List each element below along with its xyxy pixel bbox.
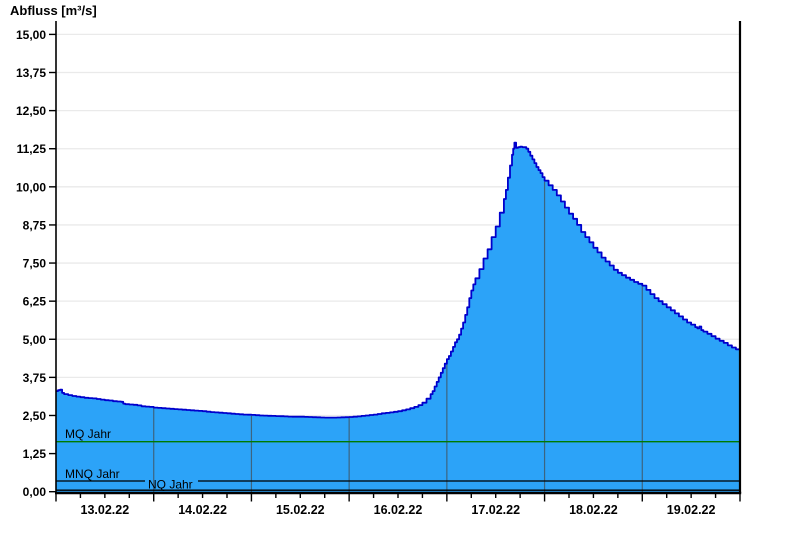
nq-reference-label: NQ Jahr [148, 478, 193, 492]
y-tick-label: 1,25 [23, 447, 47, 461]
x-day-label: 13.02.22 [81, 503, 130, 517]
y-tick-label: 12,50 [16, 104, 46, 118]
y-tick-label: 7,50 [23, 257, 47, 271]
x-day-label: 14.02.22 [178, 503, 227, 517]
chart-title: Abfluss [m³/s] [10, 3, 97, 18]
mq-reference-label: MQ Jahr [65, 427, 111, 441]
y-tick-label: 0,00 [23, 485, 47, 499]
x-day-label: 18.02.22 [569, 503, 618, 517]
x-day-label: 15.02.22 [276, 503, 325, 517]
discharge-area-fill [56, 142, 740, 493]
y-tick-label: 10,00 [16, 180, 46, 194]
mnq-reference-label: MNQ Jahr [65, 467, 120, 481]
y-tick-label: 2,50 [23, 409, 47, 423]
y-tick-label: 11,25 [17, 142, 47, 156]
x-day-label: 16.02.22 [374, 503, 423, 517]
x-day-label: 17.02.22 [471, 503, 520, 517]
y-tick-label: 5,00 [23, 333, 47, 347]
discharge-curve-outline [56, 141, 741, 419]
y-tick-label: 6,25 [23, 295, 47, 309]
y-tick-label: 8,75 [23, 218, 47, 232]
y-tick-label: 3,75 [23, 371, 47, 385]
y-tick-label: 13,75 [16, 66, 46, 80]
y-tick-label: 15,00 [16, 28, 46, 42]
x-day-label: 19.02.22 [667, 503, 716, 517]
